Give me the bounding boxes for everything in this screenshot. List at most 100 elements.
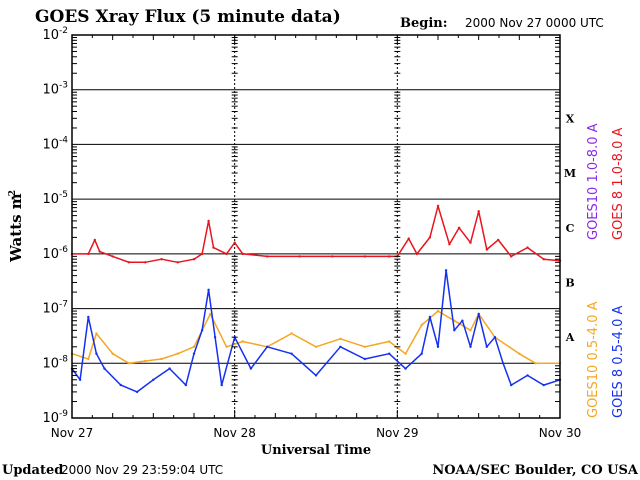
credit: NOAA/SEC Boulder, CO USA [432, 463, 639, 478]
series-point [135, 390, 139, 394]
begin-value: 2000 Nov 27 0000 UTC [465, 16, 604, 30]
series-point [404, 367, 407, 370]
series-point [453, 329, 456, 332]
series-point [497, 238, 500, 242]
y-tick-label: 10-7 [42, 300, 68, 317]
legend-entry: GOES 8 0.5-4.0 A [611, 306, 626, 418]
series-point [534, 362, 537, 365]
x-axis-label: Universal Time [261, 443, 371, 458]
series-point [518, 352, 521, 355]
series-point [420, 323, 423, 327]
series-point [298, 255, 301, 258]
series-point [119, 383, 123, 387]
series-point [98, 250, 101, 253]
series-point [144, 261, 147, 264]
series-point [241, 252, 244, 256]
series-point [160, 357, 163, 361]
y-tick-label: 10-9 [42, 409, 68, 426]
flare-class-label: C [566, 222, 575, 235]
series-point [207, 288, 210, 291]
legend-entry: GOES10 0.5-4.0 A [586, 301, 601, 418]
series-point [388, 352, 391, 355]
series-point [436, 204, 440, 208]
series-point [457, 226, 461, 229]
series-point [95, 352, 98, 355]
series-point [444, 269, 448, 272]
series-point [111, 352, 114, 355]
legend-entry: GOES10 1.0-8.0 A [586, 123, 601, 240]
series-point [176, 352, 179, 355]
y-tick-exponent: -2 [59, 26, 68, 36]
series-point [184, 383, 188, 387]
y-tick-exponent: -8 [59, 354, 68, 364]
series-point [103, 367, 106, 370]
y-tick-exponent: -5 [59, 190, 68, 200]
series-point [477, 210, 480, 213]
series-point [192, 258, 196, 261]
series-point [510, 383, 513, 387]
series-point [78, 378, 82, 381]
series-point [290, 352, 293, 355]
series-point [87, 357, 90, 361]
flare-class-label: B [565, 276, 574, 289]
series-point [176, 261, 179, 264]
series-point [526, 246, 529, 249]
series-point [207, 219, 210, 223]
series-point [477, 312, 480, 316]
chart-title: GOES Xray Flux (5 minute data) [35, 7, 341, 27]
series-point [192, 345, 196, 348]
series-line [71, 310, 560, 365]
y-tick-label: 10-8 [42, 354, 68, 371]
series-point [388, 255, 391, 258]
x-tick-label: Nov 28 [213, 426, 256, 440]
y-tick-label: 10-3 [42, 81, 68, 98]
series-point [168, 367, 171, 370]
series-point [363, 255, 366, 258]
series-point [212, 246, 215, 249]
series-point [95, 332, 98, 335]
series-point [404, 352, 407, 355]
series-point [200, 252, 204, 256]
series-point [388, 340, 391, 343]
series-point [87, 315, 90, 319]
series-point [192, 352, 196, 355]
series-point [363, 357, 366, 361]
series-point [501, 362, 505, 365]
y-tick-exponent: -9 [59, 409, 68, 419]
flare-class-label: A [565, 331, 575, 344]
series-point [542, 383, 545, 387]
series-point [266, 345, 269, 348]
series-point [225, 345, 228, 348]
y-tick-label: 10-5 [42, 190, 68, 207]
series-point [93, 238, 97, 242]
series-layer [70, 204, 562, 394]
legend: GOES10 1.0-8.0 A GOES 8 1.0-8.0 A GOES10 0… [586, 123, 626, 418]
series-point [436, 309, 440, 313]
series-point [87, 252, 90, 256]
series-point [314, 345, 318, 348]
flare-class-label: M [564, 167, 576, 180]
series-point [213, 336, 217, 339]
y-tick-exponent: -7 [59, 300, 68, 310]
series-line [71, 269, 561, 393]
series-point [290, 332, 293, 335]
series-point [526, 374, 529, 377]
series-point [420, 352, 423, 355]
series-point [209, 312, 212, 316]
updated-value: 2000 Nov 29 23:59:04 UTC [61, 463, 223, 477]
legend-entry: GOES 8 1.0-8.0 A [611, 128, 626, 240]
series-point [144, 359, 147, 363]
series-point [407, 237, 410, 240]
y-tick-exponent: -4 [59, 135, 68, 145]
series-point [493, 336, 497, 339]
series-point [469, 329, 472, 332]
series-point [485, 345, 488, 348]
y-tick-exponent: -6 [59, 245, 68, 255]
tick-layer: 10-9 10-8 10-7 10-6 10-5 10-4 10-3 10-2 Nov 27 No… [42, 26, 581, 440]
series-point [339, 345, 342, 348]
series-point [249, 367, 253, 370]
y-tick-label: 10-4 [42, 135, 68, 152]
series-point [428, 315, 432, 319]
begin-label: Begin: [400, 16, 448, 31]
x-tick-label: Nov 27 [51, 426, 94, 440]
